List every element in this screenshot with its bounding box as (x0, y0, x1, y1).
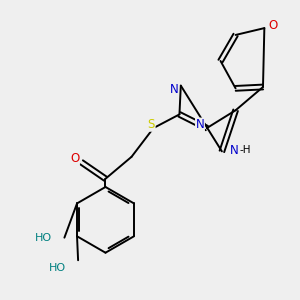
Text: N: N (196, 118, 204, 131)
Text: O: O (268, 19, 277, 32)
Text: N: N (169, 82, 178, 96)
Text: -H: -H (239, 145, 251, 155)
Text: O: O (70, 152, 79, 165)
Text: S: S (148, 118, 155, 131)
Text: HO: HO (35, 232, 52, 243)
Text: HO: HO (49, 263, 66, 274)
Text: N: N (230, 143, 239, 157)
